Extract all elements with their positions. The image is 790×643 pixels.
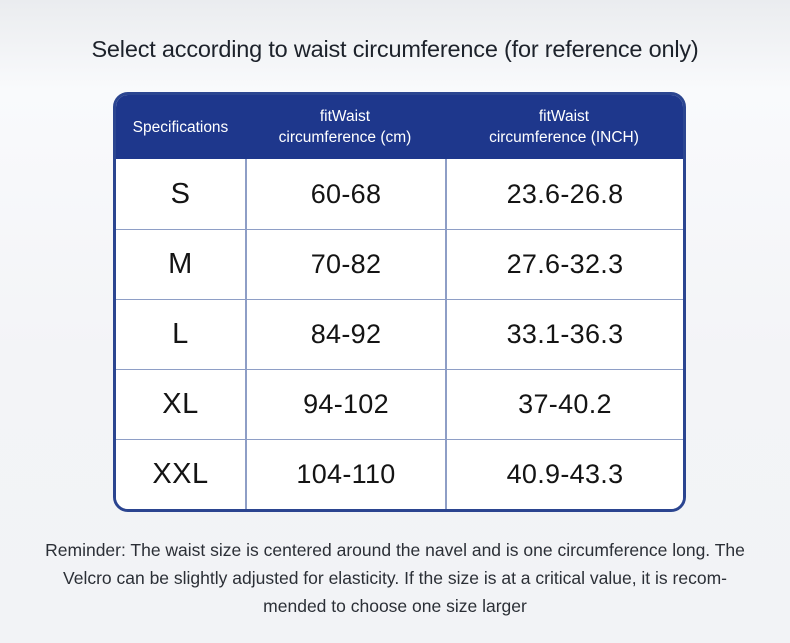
size-table: Specifications fitWaist circumference (c…	[113, 92, 686, 512]
inch-cell-xxl: 40.9-43.3	[445, 439, 683, 509]
header-inch-line1: fitWaist	[538, 108, 590, 125]
size-cell-m: M	[116, 229, 245, 299]
page-title: Select according to waist circumference …	[91, 36, 699, 62]
size-cell-l: L	[116, 299, 245, 369]
header-cm-line1: fitWaist	[319, 108, 371, 125]
size-cell-xl: XL	[116, 369, 245, 439]
reminder-line-2: Velcro can be slightly adjusted for elas…	[63, 568, 727, 588]
inch-cell-s: 23.6-26.8	[445, 159, 683, 229]
cm-cell-m: 70-82	[245, 229, 445, 299]
size-cell-xxl: XXL	[116, 439, 245, 509]
inch-cell-m: 27.6-32.3	[445, 229, 683, 299]
cm-cell-xxl: 104-110	[245, 439, 445, 509]
inch-cell-l: 33.1-36.3	[445, 299, 683, 369]
header-cell-cm: fitWaist circumference (cm)	[245, 95, 445, 159]
reminder-line-3: mended to choose one size larger	[263, 596, 527, 616]
reminder-text: Reminder: The waist size is centered aro…	[25, 536, 765, 620]
inch-cell-xl: 37-40.2	[445, 369, 683, 439]
size-cell-s: S	[116, 159, 245, 229]
cm-cell-s: 60-68	[245, 159, 445, 229]
header-specifications-label: Specifications	[132, 118, 229, 136]
header-cell-specifications: Specifications	[116, 95, 245, 159]
cm-cell-xl: 94-102	[245, 369, 445, 439]
header-inch-line2: circumference (INCH)	[489, 129, 639, 146]
header-cm-line2: circumference (cm)	[278, 129, 412, 146]
cm-cell-l: 84-92	[245, 299, 445, 369]
reminder-line-1: Reminder: The waist size is centered aro…	[45, 540, 745, 560]
header-cell-inch: fitWaist circumference (INCH)	[445, 95, 683, 159]
